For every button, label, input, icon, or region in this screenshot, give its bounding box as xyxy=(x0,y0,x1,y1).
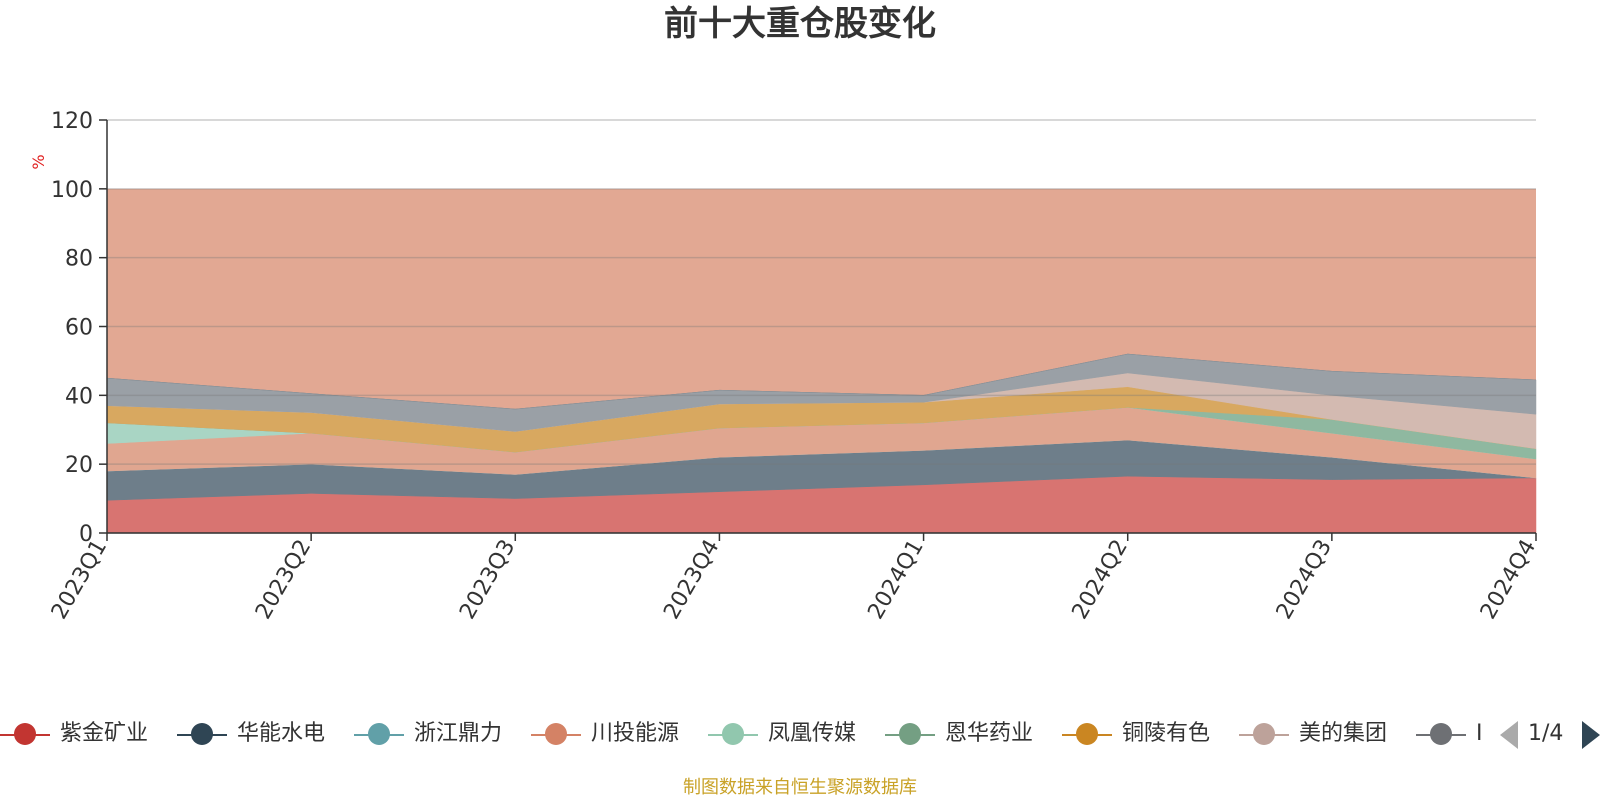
stacked-area-chart: 0 20 40 60 80 100 120 2023Q1 2023Q2 2023Q3 2023Q4 2… xyxy=(29,109,1541,624)
legend-dot-icon xyxy=(722,723,744,745)
legend-dot-icon xyxy=(14,723,36,745)
y-tick-label: 0 xyxy=(79,522,93,547)
legend-dot-icon xyxy=(191,723,213,745)
x-tick-label: 2024Q2 xyxy=(1068,536,1133,624)
data-source-note: 制图数据来自恒生聚源数据库 xyxy=(683,777,917,798)
area-band-remainder xyxy=(107,188,1536,410)
x-tick-label: 2023Q1 xyxy=(47,536,112,624)
legend-label: 凤凰传媒 xyxy=(768,721,857,746)
legend-label: 恩华药业 xyxy=(945,721,1034,746)
y-tick-label: 40 xyxy=(65,384,93,409)
x-tick-label: 2023Q4 xyxy=(659,536,724,624)
legend: 紫金矿业 华能水电 浙江鼎力 川投能源 凤凰传媒 恩华药业 铜陵有色 美的集团 I xyxy=(0,714,1600,754)
y-tick-label: 100 xyxy=(51,178,93,203)
y-tick-label: 120 xyxy=(51,109,93,134)
area-band-10[interactable] xyxy=(106,353,1537,410)
legend-dot-icon xyxy=(1076,723,1098,745)
x-tick-label: 2024Q3 xyxy=(1272,536,1337,624)
x-tick-label: 2023Q2 xyxy=(251,536,316,624)
legend-label: 川投能源 xyxy=(591,721,680,746)
y-axis-label: % xyxy=(29,154,48,169)
legend-prev-icon[interactable] xyxy=(1500,721,1518,749)
legend-label: I xyxy=(1476,721,1483,746)
legend-dot-icon xyxy=(899,723,921,745)
area-bands xyxy=(106,188,1537,534)
x-tick-label: 2023Q3 xyxy=(455,536,520,624)
legend-dot-icon xyxy=(545,723,567,745)
y-tick-label: 80 xyxy=(65,247,93,272)
legend-label: 铜陵有色 xyxy=(1122,721,1211,746)
legend-label: 华能水电 xyxy=(237,721,326,746)
legend-label: 浙江鼎力 xyxy=(414,721,503,746)
legend-page-indicator: 1/4 xyxy=(1528,721,1564,746)
x-tick-label: 2024Q1 xyxy=(863,536,928,624)
legend-pager: 1/4 xyxy=(1500,714,1600,754)
y-tick-label: 60 xyxy=(65,316,93,341)
legend-dot-icon xyxy=(1430,723,1452,745)
legend-next-icon[interactable] xyxy=(1582,721,1600,749)
chart-title: 前十大重仓股变化 xyxy=(664,4,936,44)
legend-dot-icon xyxy=(368,723,390,745)
legend-label: 美的集团 xyxy=(1299,721,1388,746)
legend-label: 紫金矿业 xyxy=(60,721,149,746)
legend-dot-icon xyxy=(1253,723,1275,745)
y-tick-label: 20 xyxy=(65,453,93,478)
x-tick-label: 2024Q4 xyxy=(1476,536,1541,624)
